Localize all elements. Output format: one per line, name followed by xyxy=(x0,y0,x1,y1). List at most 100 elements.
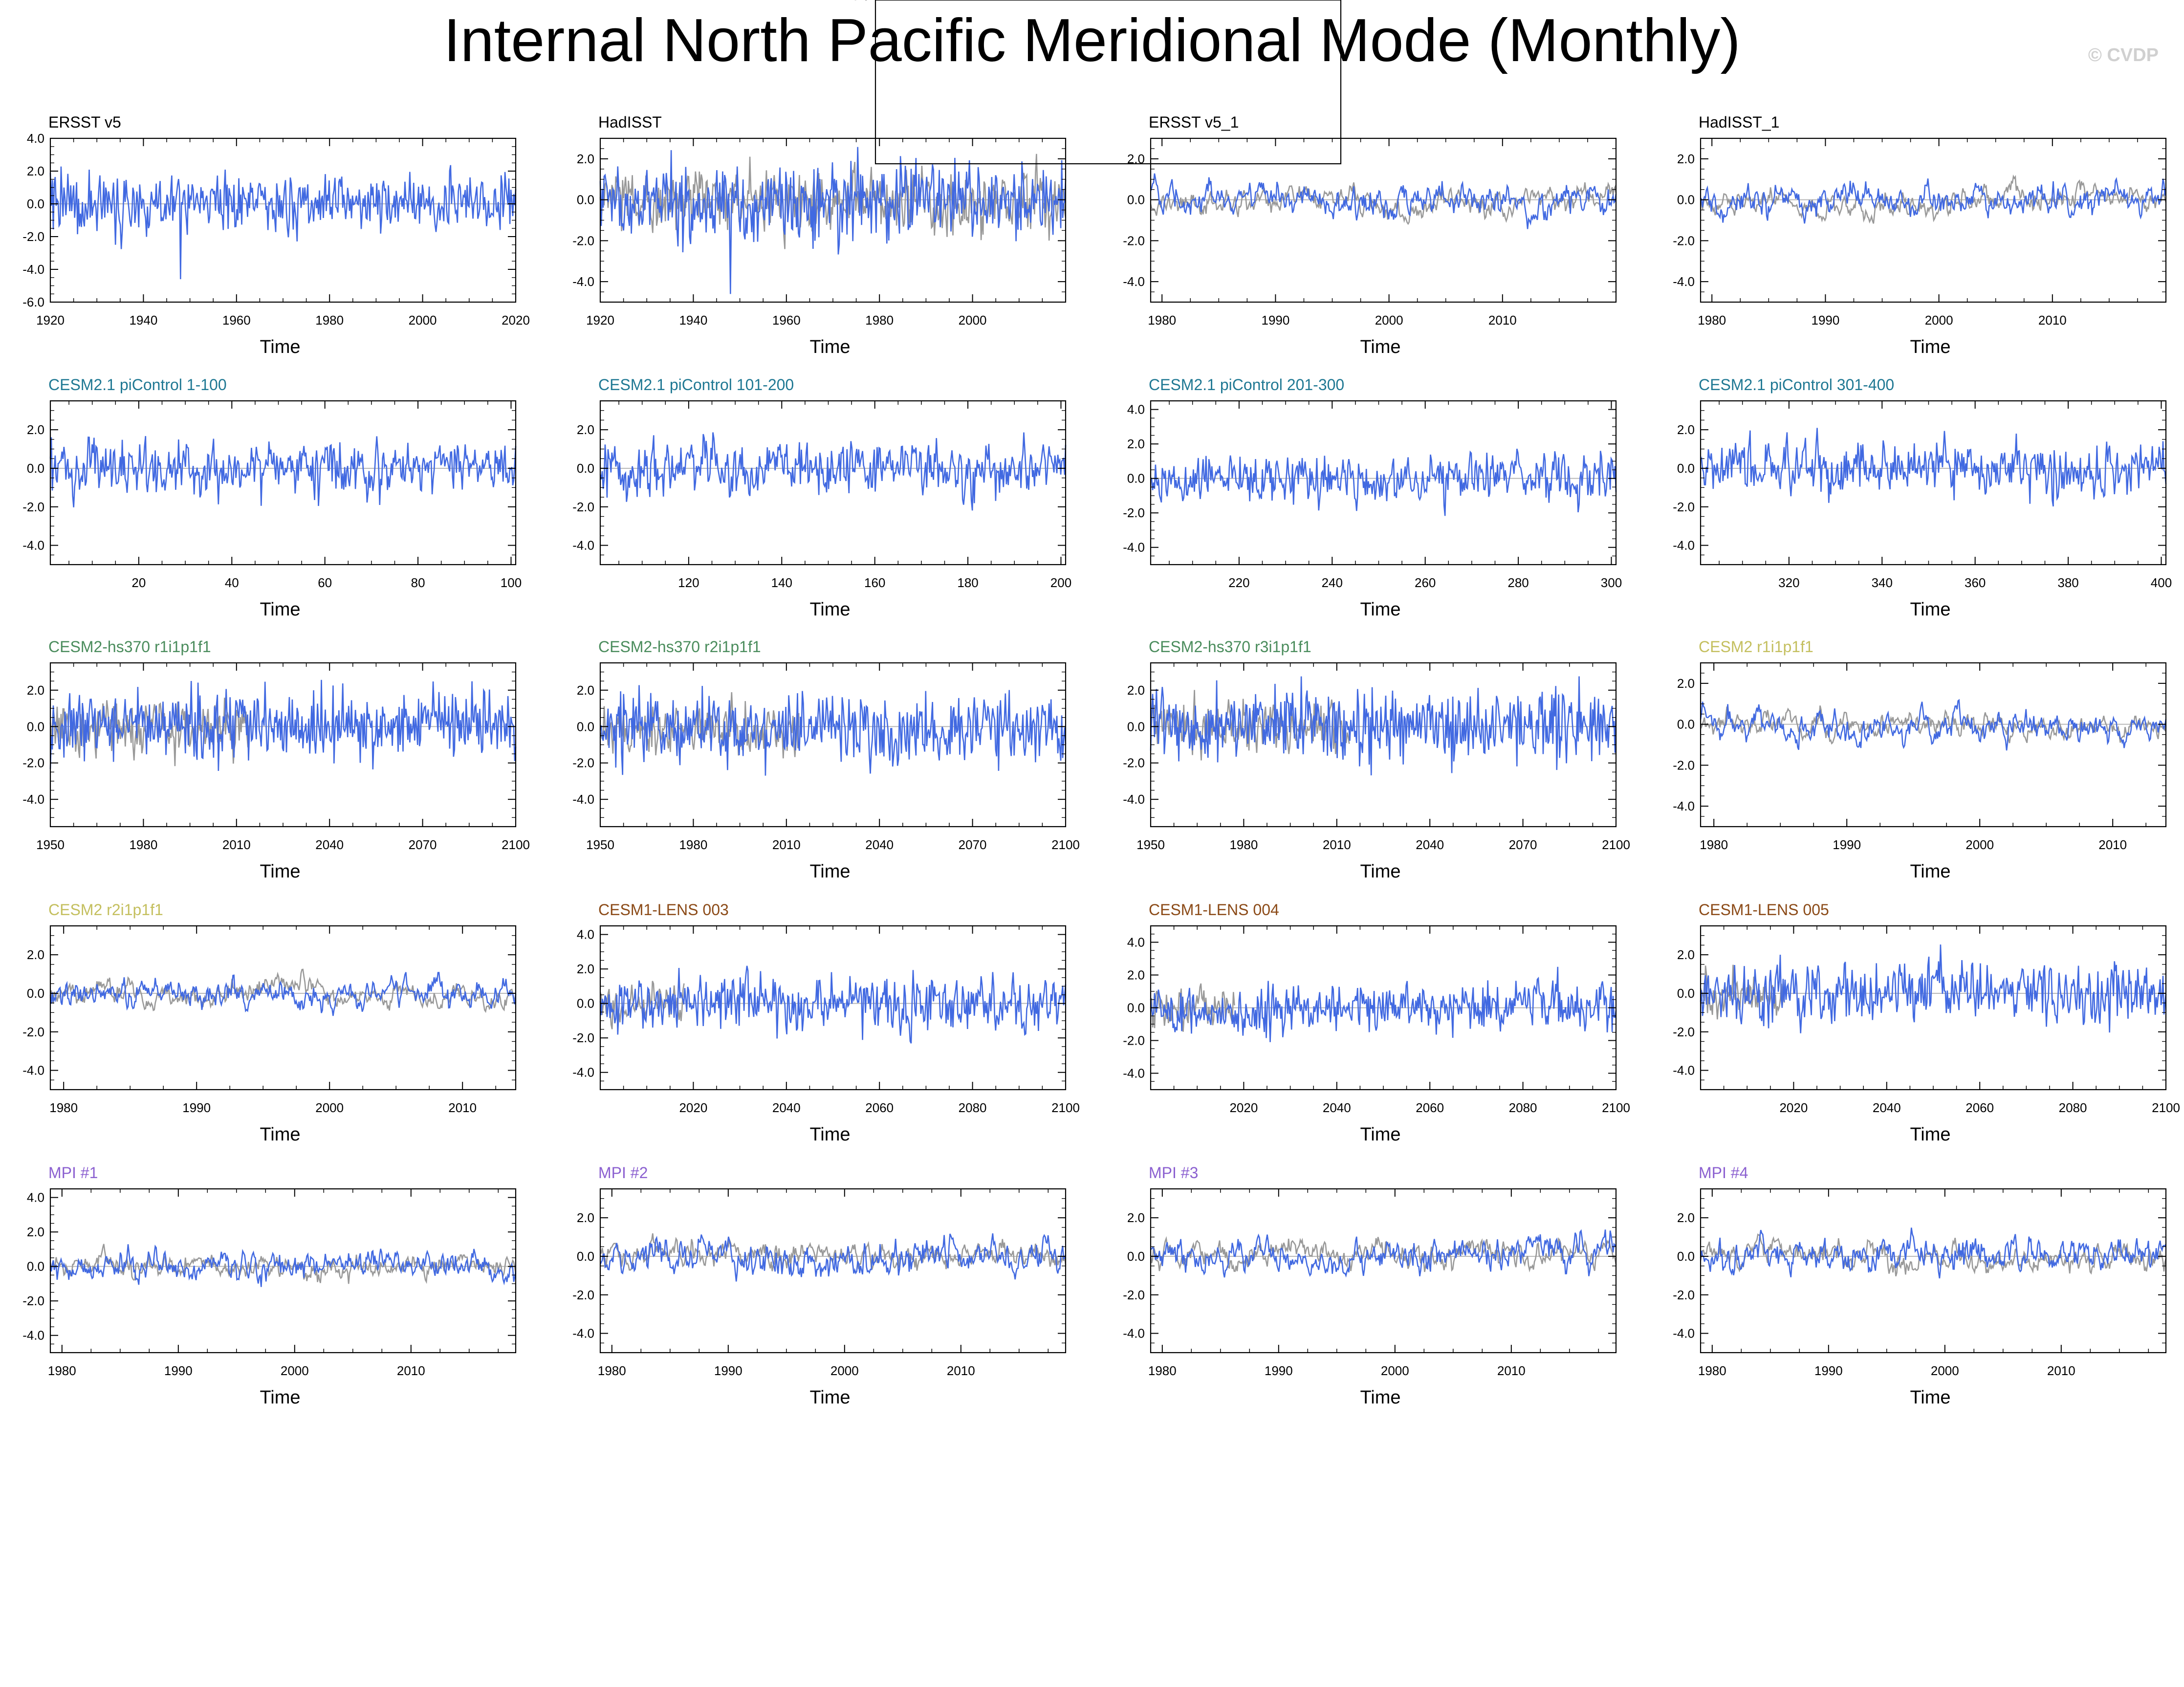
x-tick-label: 2010 xyxy=(1222,0,1250,3)
panel-21: MPI #51980 1990 2000 2010 -4.0-2.00.02.0 Time xyxy=(848,0,1342,165)
plot-frame xyxy=(1700,1188,2167,1354)
x-tick-label: 1950 xyxy=(1136,837,1165,852)
model-series-line xyxy=(1150,448,1617,516)
y-tick-label: 0.0 xyxy=(577,193,594,207)
x-tick-label: 2000 xyxy=(1106,0,1134,3)
x-tick-label: 2080 xyxy=(1509,1100,1537,1115)
x-tick-label: 100 xyxy=(501,575,522,590)
x-tick-label: 1990 xyxy=(164,1363,193,1378)
x-tick-label: 2040 xyxy=(1323,1100,1351,1115)
x-axis-label: Time xyxy=(1910,337,1950,357)
x-tick-label: 2010 xyxy=(448,1100,477,1115)
x-tick-label: 2000 xyxy=(315,1100,344,1115)
panel-6: CESM2.1 piControl 101-200 120 140 160 180 200… xyxy=(572,376,1071,620)
y-tick-label: -4.0 xyxy=(1673,1326,1695,1341)
y-tick-label: -2.0 xyxy=(1673,233,1695,248)
x-tick-label: 2010 xyxy=(947,1363,975,1378)
x-tick-label: 2020 xyxy=(1229,1100,1258,1115)
x-axis-label: Time xyxy=(1910,861,1950,882)
y-tick-label: -2.0 xyxy=(1123,1288,1145,1302)
x-axis-label: Time xyxy=(1360,337,1400,357)
x-axis-label: Time xyxy=(1085,0,1125,4)
panel-title: HadISST xyxy=(598,113,662,131)
model-series-line xyxy=(599,432,1067,511)
x-axis-label: Time xyxy=(260,337,300,357)
x-tick-label: 2040 xyxy=(1873,1100,1901,1115)
x-tick-label: 2100 xyxy=(1051,837,1080,852)
x-axis-label: Time xyxy=(1910,1387,1950,1408)
y-tick-label: -4.0 xyxy=(22,792,44,807)
x-tick-label: 320 xyxy=(1778,575,1799,590)
x-tick-label: 2020 xyxy=(1779,1100,1808,1115)
x-tick-label: 1980 xyxy=(865,313,894,328)
x-axis-label: Time xyxy=(809,1387,850,1408)
y-tick-label: 2.0 xyxy=(577,683,594,698)
panel-title: CESM2 r1i1p1f1 xyxy=(1699,638,1813,656)
y-tick-label: 0.0 xyxy=(1677,717,1695,732)
model-series-line xyxy=(49,1244,517,1287)
cvdp-watermark: © CVDP xyxy=(2088,45,2159,66)
panel-20: MPI #4 1980 1990 2000 2010 -4.0 -2.0 0.0 2.0 Time xyxy=(1673,1164,2167,1408)
x-tick-label: 1980 xyxy=(315,313,344,328)
x-tick-label: 2100 xyxy=(1051,1100,1080,1115)
panel-title: MPI #5 xyxy=(874,0,923,3)
plot-frame xyxy=(1700,400,2167,566)
y-tick-label: 2.0 xyxy=(577,152,594,166)
y-tick-label: -2.0 xyxy=(1673,1288,1695,1302)
x-tick-label: 2010 xyxy=(397,1363,425,1378)
x-tick-label: 2070 xyxy=(959,837,987,852)
x-tick-label: 40 xyxy=(225,575,239,590)
y-tick-label: 4.0 xyxy=(27,131,44,146)
y-tick-label: 2.0 xyxy=(27,164,44,178)
model-series-line xyxy=(1700,428,2167,507)
panel-title: MPI #3 xyxy=(1149,1164,1198,1182)
panel-7: CESM2.1 piControl 201-300 220 240 260 280 300… xyxy=(1123,376,1622,620)
panel-title: CESM1-LENS 005 xyxy=(1699,901,1829,919)
x-tick-label: 1990 xyxy=(1833,837,1861,852)
y-tick-label: -2.0 xyxy=(22,756,44,770)
y-tick-label: 0.0 xyxy=(1127,193,1145,207)
x-tick-label: 2040 xyxy=(772,1100,801,1115)
x-tick-label: 1980 xyxy=(1148,313,1176,328)
panel-title: CESM2.1 piControl 201-300 xyxy=(1149,376,1344,394)
x-tick-label: 280 xyxy=(1507,575,1529,590)
x-tick-label: 80 xyxy=(411,575,425,590)
y-tick-label: 2.0 xyxy=(27,683,44,698)
x-tick-label: 20 xyxy=(131,575,146,590)
x-tick-label: 2010 xyxy=(222,837,251,852)
panel-18: MPI #2 1980 1990 2000 2010 -4.0 -2.0 0.0 2.0 Time xyxy=(572,1164,1067,1408)
y-tick-label: 2.0 xyxy=(577,422,594,437)
x-tick-label: 1960 xyxy=(222,313,251,328)
model-series-line xyxy=(1700,1227,2167,1279)
x-tick-label: 2100 xyxy=(1602,1100,1630,1115)
x-tick-label: 1980 xyxy=(1698,1363,1726,1378)
x-axis-label: Time xyxy=(809,337,850,357)
x-tick-label: 2060 xyxy=(1966,1100,1994,1115)
y-tick-label: 2.0 xyxy=(577,1210,594,1225)
y-tick-label: 2.0 xyxy=(27,1225,44,1239)
y-tick-label: 4.0 xyxy=(1127,935,1145,950)
x-tick-label: 2070 xyxy=(1509,837,1537,852)
x-axis-label: Time xyxy=(1360,599,1400,620)
x-tick-label: 2070 xyxy=(409,837,437,852)
y-tick-label: 2.0 xyxy=(1677,676,1695,691)
x-tick-label: 2000 xyxy=(1381,1363,1409,1378)
y-tick-label: -2.0 xyxy=(1123,1033,1145,1048)
y-tick-label: -4.0 xyxy=(848,0,870,3)
y-tick-label: -2.0 xyxy=(572,1030,594,1045)
y-tick-label: -4.0 xyxy=(1673,1063,1695,1078)
y-tick-label: -4.0 xyxy=(22,1063,44,1078)
x-tick-label: 180 xyxy=(957,575,978,590)
model-series-line xyxy=(599,147,1067,294)
y-tick-label: -2.0 xyxy=(1673,758,1695,772)
x-tick-label: 220 xyxy=(1228,575,1249,590)
y-tick-label: 2.0 xyxy=(1677,947,1695,962)
y-tick-label: 2.0 xyxy=(1127,1210,1145,1225)
panel-5: CESM2.1 piControl 1-100 20 40 60 80 100 -4.0 -2… xyxy=(22,376,522,620)
y-tick-label: 2.0 xyxy=(1677,422,1695,437)
panel-title: CESM1-LENS 004 xyxy=(1149,901,1279,919)
panel-title: CESM2-hs370 r3i1p1f1 xyxy=(1149,638,1311,656)
model-series-line xyxy=(1150,1229,1617,1278)
